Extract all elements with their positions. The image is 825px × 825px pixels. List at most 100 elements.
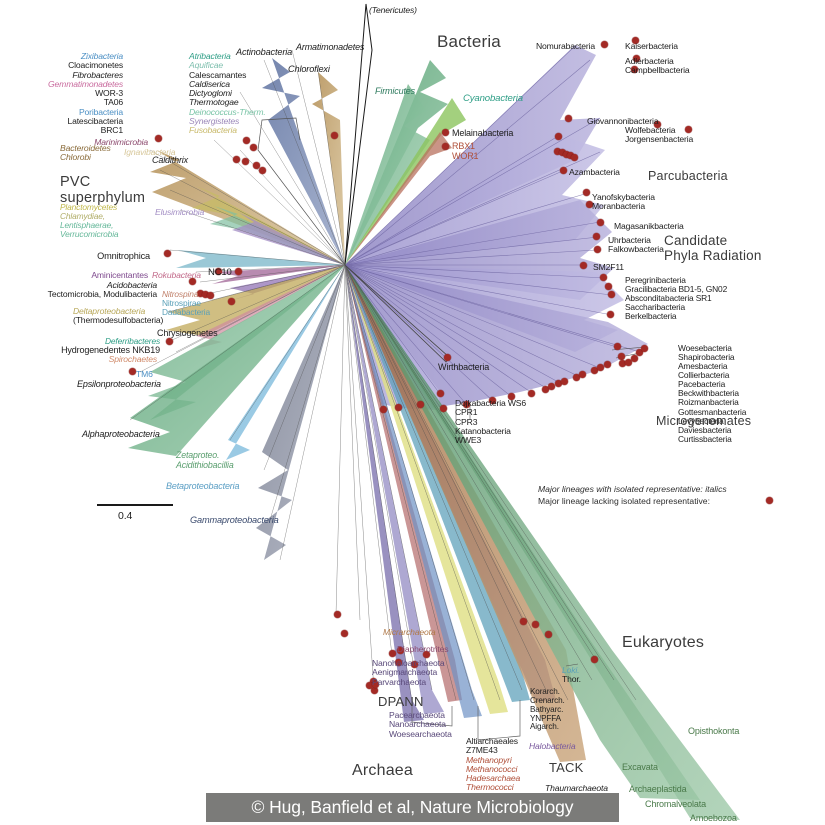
taxon-label: Cloacimonetes <box>68 60 123 71</box>
lineage-dot <box>489 397 496 404</box>
taxon-label: Berkelbacteria <box>625 311 677 322</box>
lineage-dot <box>601 41 608 48</box>
taxon-label: Campbellbacteria <box>625 65 690 76</box>
label-group-cyanobacteria: Cyanobacteria <box>463 93 523 104</box>
legend-dot-icon <box>766 497 773 504</box>
lineage-dot <box>559 149 566 156</box>
label-group-wolfebacteria: Wolfebacteria Jorgensenbacteria <box>625 125 693 145</box>
group-title-microgenomates: Microgenomates <box>656 414 752 428</box>
taxon-label: Pacebacteria <box>678 379 726 390</box>
label-group-opisthokonta: Opisthokonta <box>688 726 739 737</box>
taxon-label: Chlorobi <box>60 152 91 163</box>
scale-bar-label: 0.4 <box>118 510 133 522</box>
taxon-label: Acidobacteria <box>106 280 157 290</box>
taxon-label: Lentisphaerae, <box>60 220 114 231</box>
label-group-tm6: TM6 <box>136 369 153 379</box>
taxon-label: Hydrogenedentes NKB19 <box>61 345 160 355</box>
lineage-dot <box>508 393 515 400</box>
taxon-label: Aminicentantes <box>91 270 148 280</box>
lineage-dot <box>614 343 621 350</box>
label-group-amoebozoa: Amoebozoa <box>690 813 737 824</box>
taxon-label: NC10 <box>208 267 232 278</box>
label-group-pvc-members: Planctomycetes Chlamydiae, Lentisphaerae, V… <box>60 202 119 239</box>
group-title-tack: TACK <box>549 760 584 775</box>
taxon-label: Absconditabacteria SR1 <box>625 293 712 304</box>
taxon-label: Yanofskybacteria <box>592 192 655 202</box>
lineage-dot <box>380 406 387 413</box>
label-group-betaproteobacteria: Betaproteobacteria <box>166 481 240 492</box>
lineage-dot <box>579 371 586 378</box>
label-group-diapherotrites: Diapherotrites <box>397 644 449 654</box>
taxon-label: Loki. <box>562 665 580 675</box>
label-group-armatimonadetes: Armatimonadetes <box>296 42 364 53</box>
label-group-nomurabacteria: Nomurabacteria <box>536 41 595 51</box>
lineage-dot <box>631 66 638 73</box>
taxon-label: Poribacteria <box>78 106 123 117</box>
taxon-label: Atribacteria <box>189 51 231 61</box>
lineage-dot <box>554 148 561 155</box>
lineage-dot <box>593 233 600 240</box>
lineage-dot <box>573 374 580 381</box>
lineage-dot <box>625 359 632 366</box>
taxon-label: Firmicutes <box>375 86 416 96</box>
label-group-excavata-block: Excavata <box>622 762 658 773</box>
copyright-caption: © Hug, Banfield et al, Nature Microbiolo… <box>206 793 619 822</box>
lineage-dot <box>561 378 568 385</box>
bacteria-left-wedges <box>128 49 346 561</box>
label-group-alphaproteobacteria: Alphaproteobacteria <box>82 429 160 440</box>
taxon-label: Chloroflexi <box>288 64 330 74</box>
lineage-dot <box>594 246 601 253</box>
lineage-dot <box>164 250 171 257</box>
label-group-chloroflexi: Chloroflexi <box>288 64 330 75</box>
taxon-label: Methanopyri <box>466 754 512 765</box>
lineage-dot <box>633 55 640 62</box>
lineage-dot <box>197 290 204 297</box>
label-group-halobacteria: Halobacteria <box>529 741 576 751</box>
label-group-microarchaeota: Micrarchaeota <box>383 627 436 637</box>
lineage-dot <box>654 121 661 128</box>
lineage-dot <box>250 144 257 151</box>
lineage-dot <box>560 167 567 174</box>
lineage-dot <box>528 390 535 397</box>
taxon-label: Zetaproteo. <box>176 450 220 460</box>
taxon-label: Marinimicrobia <box>94 137 148 147</box>
lineage-dot <box>442 129 449 136</box>
lineage-dot <box>440 405 447 412</box>
taxon-label: Omnitrophica <box>97 251 150 261</box>
lineage-dot <box>597 219 604 226</box>
label-group-rbx1-wor1: RBX1 WOR1 <box>452 141 479 161</box>
taxon-label: Methanococci <box>466 763 518 774</box>
lineage-dot <box>619 360 626 367</box>
cpr-purple-wedges <box>344 45 648 411</box>
label-group-ignavibacteria: Ignavibacteria <box>124 147 176 157</box>
lineage-dot <box>215 268 222 275</box>
label-group-giovannonibacteria: Giovannonibacteria <box>587 116 659 126</box>
domain-title-bacteria: Bacteria <box>437 32 501 51</box>
taxon-label: Beckwithbacteria <box>678 388 739 399</box>
lineage-dot <box>417 401 424 408</box>
taxon-label: Nanohaloarchaeota <box>372 658 445 668</box>
label-group-rokubacteria: Rokubacteria <box>152 270 201 280</box>
taxon-label: CPR3 <box>455 416 478 427</box>
label-group-deltaproteobacteria: Deltaproteobacteria (Thermodesulfobacteri… <box>73 306 163 326</box>
taxon-label: Chrysiogenetes <box>157 328 218 338</box>
label-group-actinobacteria: Actinobacteria <box>236 47 292 58</box>
taxon-label: Chlamydiae, <box>60 211 105 222</box>
lineage-dot <box>341 630 348 637</box>
taxon-label: Altiarchaeales <box>466 736 518 746</box>
lineage-dot <box>631 355 638 362</box>
taxon-label: Alphaproteobacteria <box>82 429 160 439</box>
taxon-label: Aquificae <box>189 60 224 71</box>
lineage-dot <box>372 681 379 688</box>
taxon-label: Gemmatimonadetes <box>48 78 123 89</box>
taxon-label: Excavata <box>622 762 658 772</box>
taxon-label: Epsilonproteobacteria <box>77 379 161 389</box>
label-group-hydrogenedentes: Hydrogenedentes NKB19 <box>61 345 160 356</box>
group-title-pvc-superphylum: PVC superphylum <box>60 174 146 206</box>
legend-italic-line: Major lineages with isolated representat… <box>538 484 727 494</box>
taxon-label: Ignavibacteria <box>124 147 176 157</box>
lineage-dot <box>411 661 418 668</box>
lineage-dot <box>397 647 404 654</box>
lineage-dot <box>591 367 598 374</box>
lineage-dot <box>366 682 373 689</box>
